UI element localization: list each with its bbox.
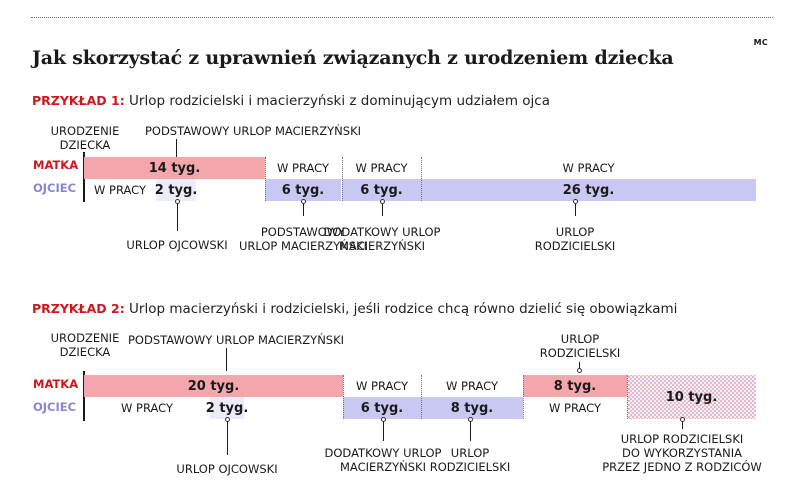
example1-birth-label: URODZENIE DZIECKA <box>50 124 120 152</box>
example1-pointer <box>177 201 178 231</box>
example1-top-pointer <box>176 139 177 157</box>
example1-pointer <box>382 201 383 216</box>
example2-ojciec-segment: W PRACY <box>548 401 601 415</box>
example1-pointer <box>303 201 304 216</box>
example1-matka-label: MATKA <box>33 158 79 172</box>
example1-pointer-dot <box>301 199 306 204</box>
example1-label: PRZYKŁAD 1: <box>32 93 125 108</box>
example1-ojciec-segment: 6 tyg. <box>265 179 341 201</box>
example1-description: Urlop rodzicielski i macierzyński z domi… <box>129 93 551 109</box>
example2-shared-segment: 10 tyg. <box>627 375 756 419</box>
example1-pointer-dot <box>573 199 578 204</box>
example1-pointer <box>575 201 576 216</box>
example1-annotation: URLOP OJCOWSKI <box>126 238 228 252</box>
example2-ojciec-label: OJCIEC <box>33 400 77 414</box>
example2-heading: PRZYKŁAD 2: Urlop macierzyński i rodzici… <box>32 301 677 317</box>
example1-top-annotation: PODSTAWOWY URLOP MACIERZYŃSKI <box>144 124 362 138</box>
example2-pointer <box>227 419 228 455</box>
example1-heading: PRZYKŁAD 1: Urlop rodzicielski i macierz… <box>32 93 550 109</box>
example2-birth-label: URODZENIE DZIECKA <box>50 331 120 359</box>
example2-pointer <box>682 419 683 429</box>
example1-ojciec-segment: 2 tyg. <box>155 179 197 201</box>
example2-pointer-dot <box>381 417 386 422</box>
example1-ojciec-segment: 26 tyg. <box>421 179 756 201</box>
example2-top-annotation: PODSTAWOWY URLOP MACIERZYŃSKI <box>128 333 345 347</box>
example1-matka-segment: W PRACY <box>562 161 615 175</box>
example2-pointer-dot <box>680 417 685 422</box>
example2-annotation: URLOP RODZICIELSKI DO WYKORZYSTANIA PRZE… <box>602 432 762 474</box>
example2-top-annotation-right: URLOP RODZICIELSKI <box>539 332 621 360</box>
example2-matka-segment: W PRACY <box>445 379 498 393</box>
example2-pointer-dot <box>468 417 473 422</box>
example1-pointer-dot <box>175 199 180 204</box>
example2-top-pointer <box>579 362 580 371</box>
example2-matka-segment: 8 tyg. <box>523 375 627 397</box>
example1-matka-segment: 14 tyg. <box>84 157 265 179</box>
example2-pointer-dot <box>577 368 582 373</box>
example2-ojciec-segment: 6 tyg. <box>343 397 421 419</box>
example1-ojciec-label: OJCIEC <box>33 181 77 195</box>
example2-matka-segment: 20 tyg. <box>84 375 343 397</box>
example2-separator <box>421 375 422 419</box>
example2-annotation: URLOP OJCOWSKI <box>176 462 278 476</box>
example2-separator <box>343 375 344 419</box>
example2-ojciec-segment: 8 tyg. <box>421 397 523 419</box>
example2-top-pointer <box>226 348 227 371</box>
example1-matka-segment: W PRACY <box>355 161 408 175</box>
top-rule <box>31 17 773 18</box>
example2-pointer <box>383 419 384 441</box>
example2-matka-label: MATKA <box>33 377 79 391</box>
example1-separator <box>265 157 266 201</box>
example2-label: PRZYKŁAD 2: <box>32 301 125 316</box>
example2-ojciec-segment: W PRACY <box>120 401 173 415</box>
example1-ojciec-segment: 6 tyg. <box>342 179 421 201</box>
example2-matka-segment: W PRACY <box>355 379 408 393</box>
example1-annotation: DODATKOWY URLOP MACIERZYŃSKI <box>323 225 441 253</box>
example2-ojciec-segment: 2 tyg. <box>206 397 248 419</box>
example1-matka-segment: W PRACY <box>276 161 329 175</box>
example2-annotation: URLOP RODZICIELSKI <box>429 446 511 474</box>
example1-separator <box>421 157 422 201</box>
example2-pointer <box>470 419 471 441</box>
example2-separator <box>627 375 628 419</box>
example2-annotation: DODATKOWY URLOP MACIERZYŃSKI <box>324 446 442 474</box>
source-tag: MC <box>753 38 768 47</box>
example1-ojciec-segment: W PRACY <box>93 183 146 197</box>
example2-separator <box>523 375 524 419</box>
example1-pointer-dot <box>380 199 385 204</box>
page-title: Jak skorzystać z uprawnień związanych z … <box>32 47 674 69</box>
example1-separator <box>342 157 343 201</box>
example1-annotation: PODSTAWOWY URLOP MACIERZYŃSKI <box>238 225 368 253</box>
example2-description: Urlop macierzyński i rodzicielski, jeśli… <box>129 301 678 317</box>
example2-pointer-dot <box>225 417 230 422</box>
example1-annotation: URLOP RODZICIELSKI <box>534 225 616 253</box>
